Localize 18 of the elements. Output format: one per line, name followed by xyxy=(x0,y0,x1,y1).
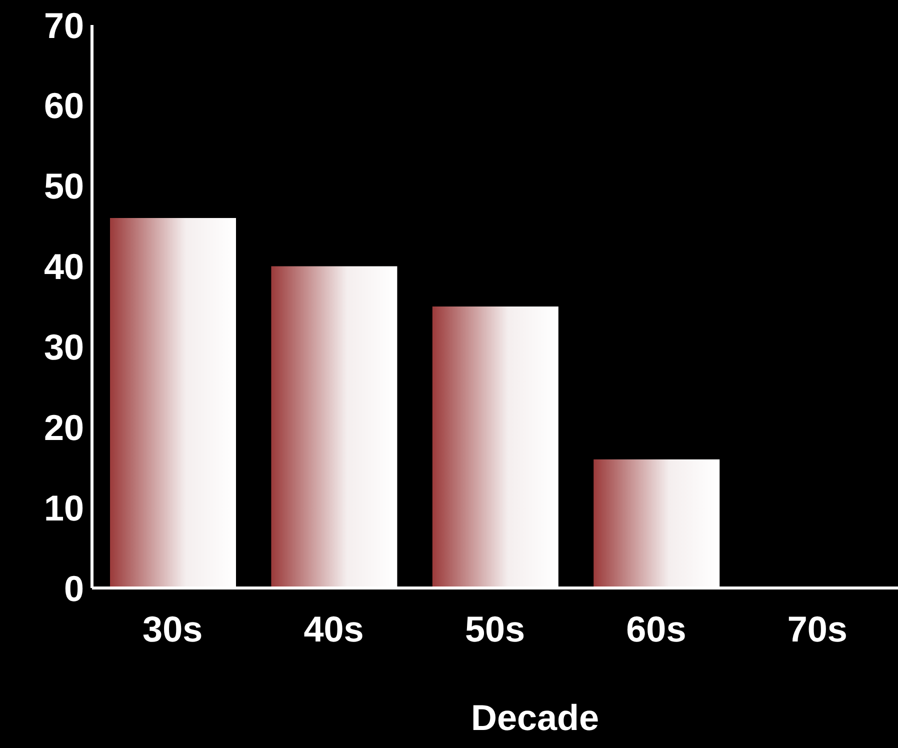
bar xyxy=(432,306,558,588)
x-tick-label: 40s xyxy=(304,608,364,650)
y-tick-label: 60 xyxy=(44,85,84,126)
y-tick-label: 50 xyxy=(44,166,84,207)
y-tick-label: 70 xyxy=(44,4,84,46)
y-tick-label: 40 xyxy=(44,246,84,288)
y-tick-label: 10 xyxy=(44,487,84,528)
bar xyxy=(271,266,398,588)
bar xyxy=(594,459,720,588)
x-tick-label: 60s xyxy=(626,608,686,650)
x-axis-title: Decade xyxy=(470,697,600,738)
x-tick-label: 70s xyxy=(787,608,848,650)
bar xyxy=(110,218,236,588)
y-tick-label: 20 xyxy=(44,406,84,448)
x-tick-label: 30s xyxy=(142,608,203,650)
y-tick-label: 30 xyxy=(44,326,84,368)
y-tick-label: 0 xyxy=(64,568,84,609)
x-tick-label: 50s xyxy=(464,608,526,650)
